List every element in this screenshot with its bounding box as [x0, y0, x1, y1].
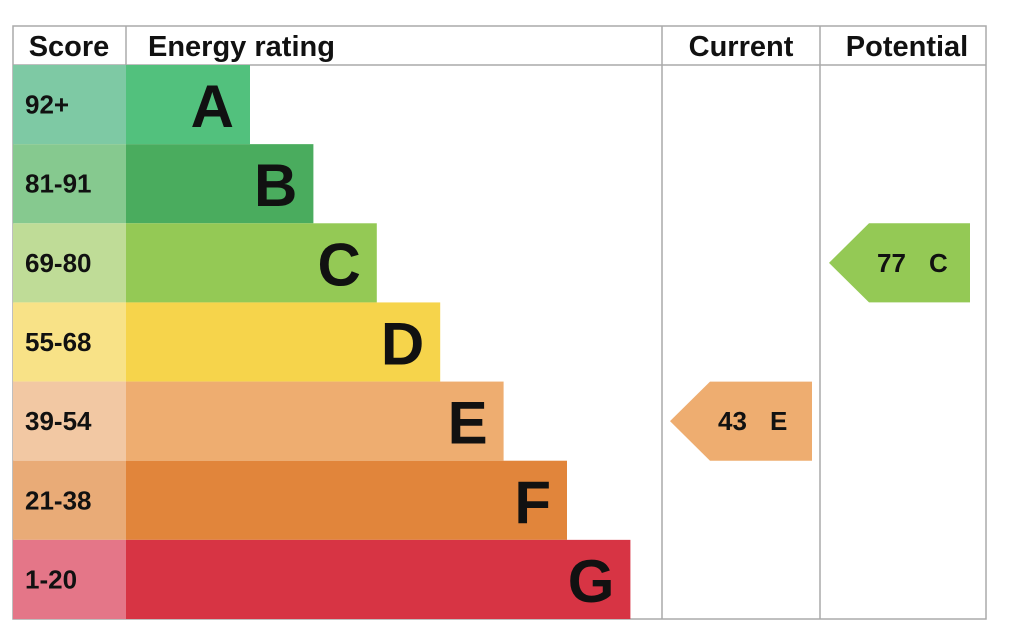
score-cell [13, 223, 126, 303]
score-cell [13, 302, 126, 382]
band-letter: D [381, 311, 424, 378]
band-bar [126, 65, 250, 145]
band-letter: C [317, 231, 360, 298]
header-current: Current [689, 31, 794, 63]
band-bar [126, 381, 504, 461]
score-cell [13, 144, 126, 224]
band-bar [126, 460, 567, 540]
potential-value: 77 [877, 248, 906, 278]
band-letter: B [254, 152, 297, 219]
header-potential: Potential [846, 31, 968, 63]
current-band: E [770, 406, 787, 436]
band-bar [126, 223, 377, 303]
score-label: 81-91 [25, 169, 92, 199]
score-label: 21-38 [25, 485, 92, 515]
score-label: 92+ [25, 90, 69, 120]
band-letter: F [514, 469, 551, 536]
band-letter: A [191, 73, 234, 140]
score-cell [13, 460, 126, 540]
score-label: 39-54 [25, 406, 92, 436]
band-bar [126, 144, 314, 224]
band-bar [126, 302, 441, 382]
score-cell [13, 381, 126, 461]
potential-band: C [929, 248, 948, 278]
score-label: 1-20 [25, 564, 77, 594]
header-energy-rating: Energy rating [148, 31, 335, 63]
score-label: 55-68 [25, 327, 92, 357]
potential-arrow [829, 223, 970, 303]
band-letter: G [568, 548, 615, 615]
band-letter: E [448, 390, 488, 457]
header-score: Score [29, 31, 110, 63]
current-arrow [670, 381, 812, 461]
score-label: 69-80 [25, 248, 92, 278]
current-value: 43 [718, 406, 747, 436]
score-cell [13, 65, 126, 145]
score-cell [13, 539, 126, 619]
band-bar [126, 539, 631, 619]
